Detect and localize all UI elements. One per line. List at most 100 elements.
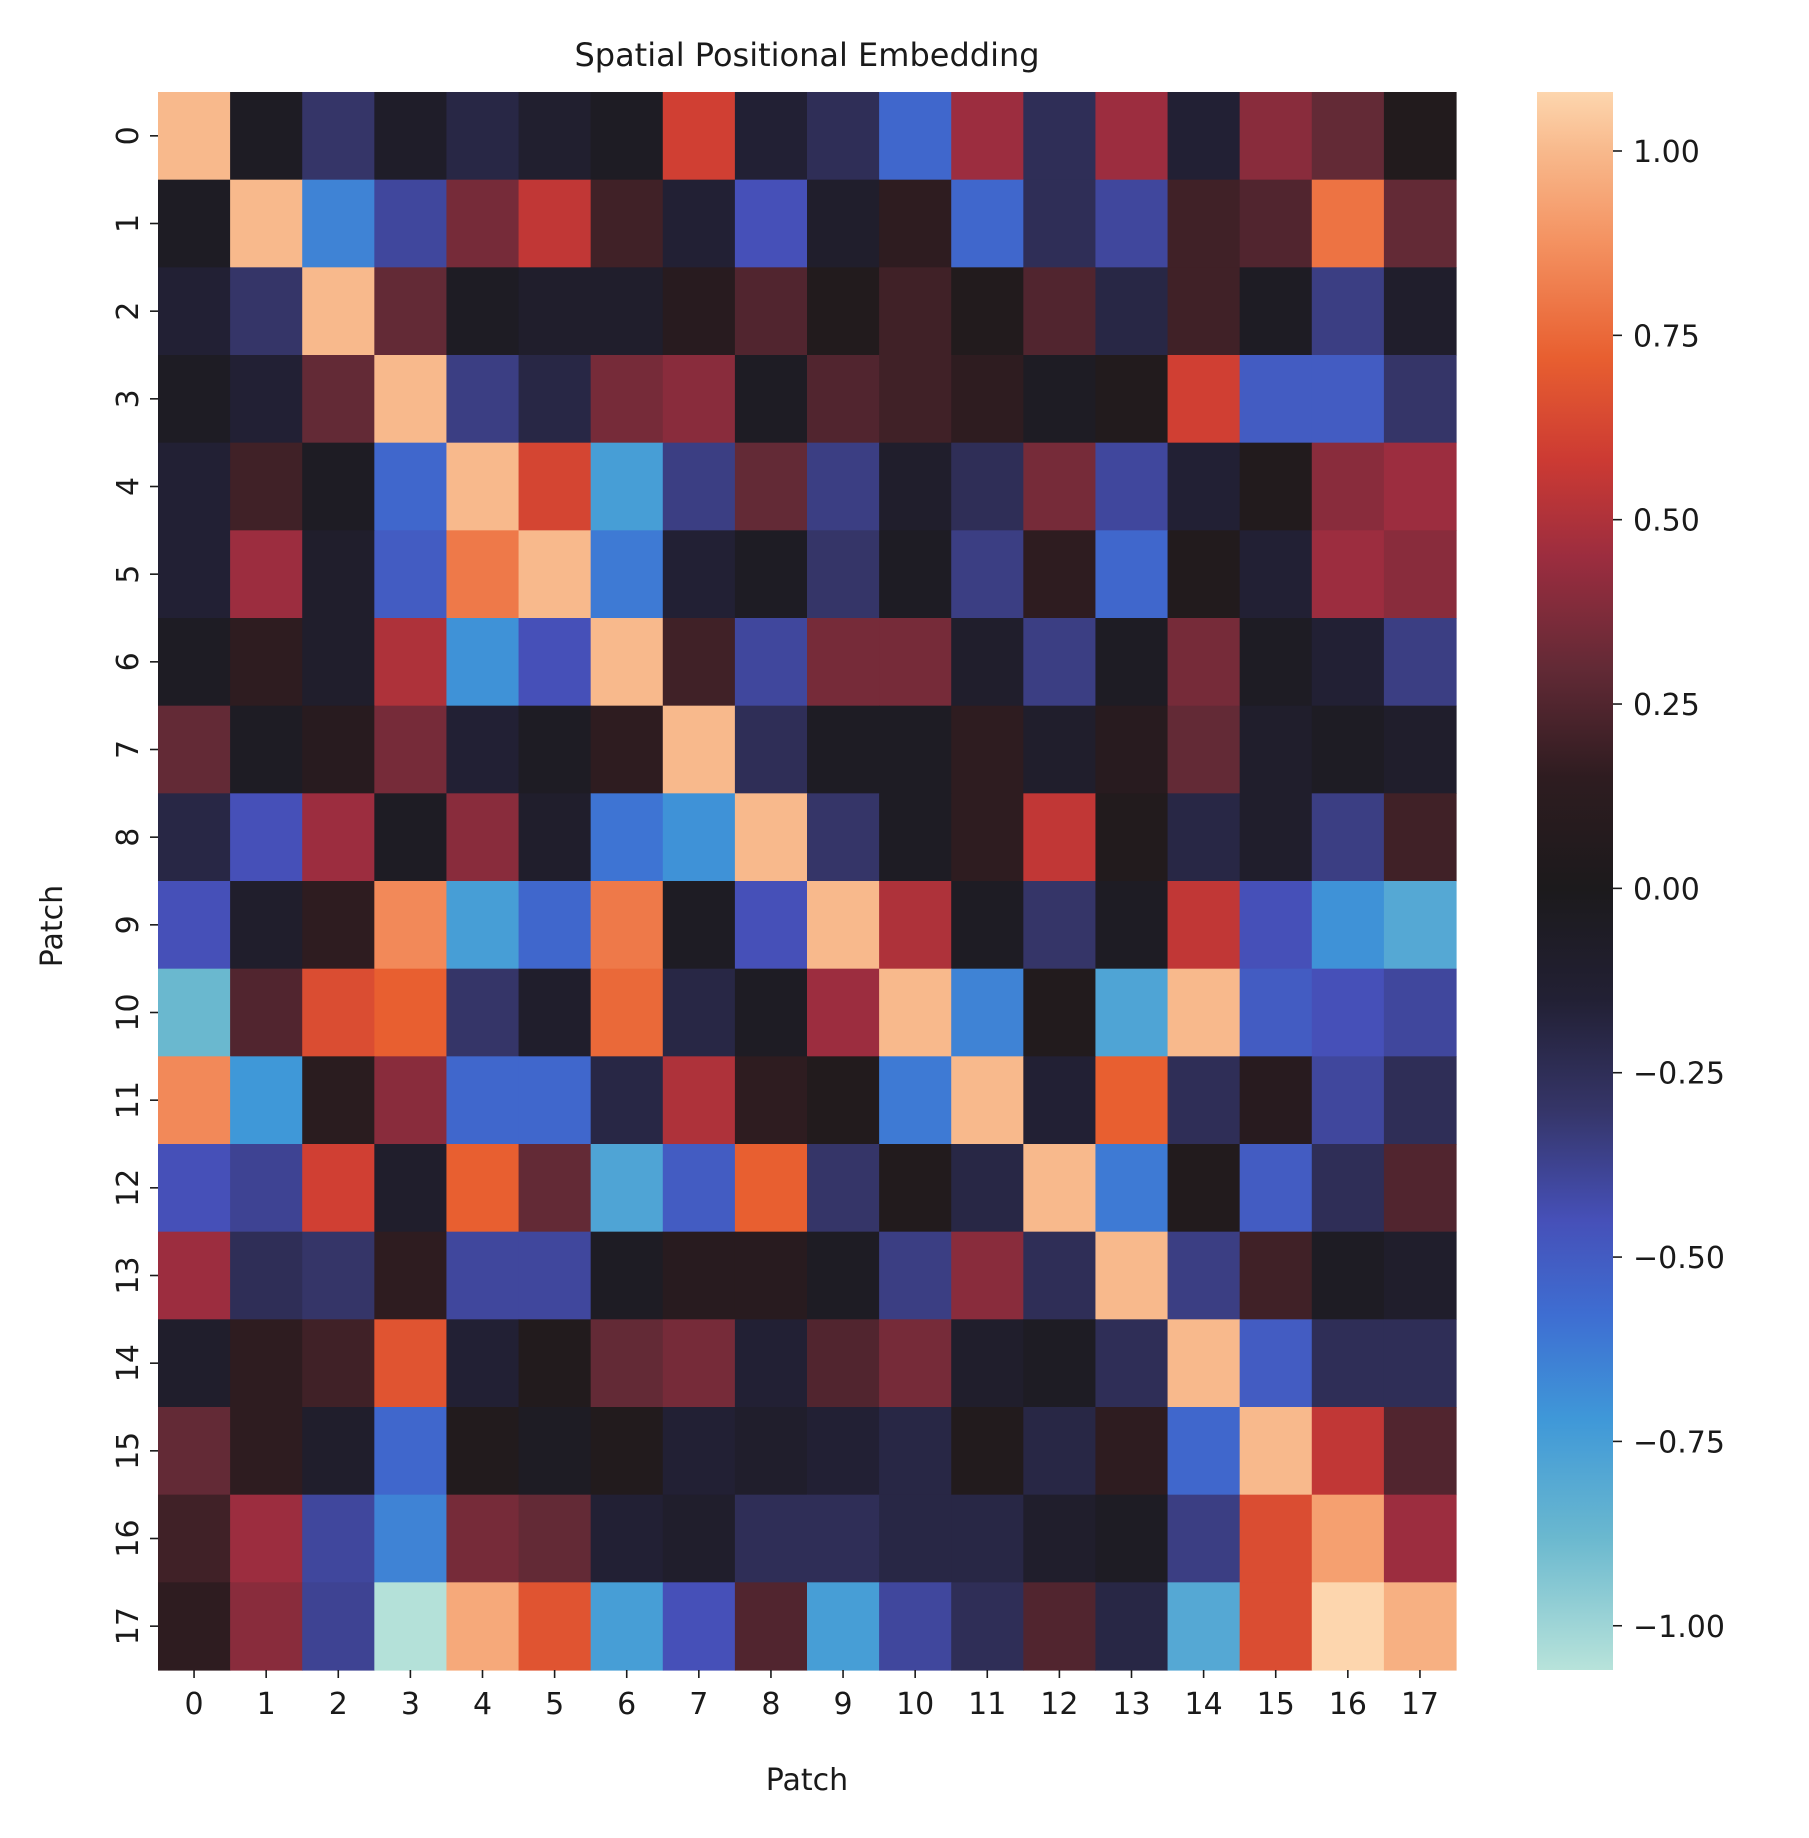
heatmap-cell <box>1311 442 1385 531</box>
heatmap-cell <box>662 793 736 882</box>
heatmap-cell <box>158 442 231 531</box>
heatmap-cell <box>518 705 592 794</box>
heatmap-cell <box>230 1056 303 1145</box>
heatmap-cell <box>734 442 808 531</box>
heatmap-cell <box>662 267 736 356</box>
heatmap-cell <box>1167 1582 1241 1671</box>
heatmap-cell <box>590 793 664 882</box>
heatmap-cell <box>1383 968 1457 1057</box>
heatmap-cell <box>446 1056 520 1145</box>
heatmap-cell <box>1095 1407 1169 1496</box>
heatmap-cell <box>662 1231 736 1320</box>
heatmap-cell <box>590 1407 664 1496</box>
heatmap-cell <box>1239 355 1313 444</box>
heatmap-cell <box>807 1494 880 1583</box>
x-tick-label: 2 <box>329 1687 348 1722</box>
heatmap-cell <box>374 530 448 619</box>
x-tick-label: 7 <box>689 1687 708 1722</box>
heatmap-cell <box>446 705 520 794</box>
heatmap-cell <box>230 793 303 882</box>
heatmap-cell <box>662 1319 736 1408</box>
heatmap-cell <box>446 1319 520 1408</box>
heatmap-cell <box>951 618 1024 707</box>
heatmap-cell <box>1023 442 1097 531</box>
heatmap-cell <box>807 618 880 707</box>
heatmap-cell <box>230 618 303 707</box>
heatmap-cell <box>302 705 375 794</box>
heatmap-cell <box>879 1056 952 1145</box>
y-tick-label: 13 <box>111 1256 146 1294</box>
heatmap-cell <box>1167 530 1241 619</box>
heatmap-cell <box>1095 442 1169 531</box>
heatmap-cell <box>807 1231 880 1320</box>
heatmap-cell <box>734 355 808 444</box>
heatmap-cell <box>879 881 952 970</box>
heatmap-cell <box>302 92 375 181</box>
heatmap-cell <box>1023 355 1097 444</box>
heatmap-cell <box>1383 1144 1457 1233</box>
heatmap-cell <box>158 530 231 619</box>
heatmap-cell <box>1095 705 1169 794</box>
heatmap-cell <box>1167 618 1241 707</box>
heatmap-cell <box>302 968 375 1057</box>
heatmap-cell <box>446 793 520 882</box>
heatmap-cell <box>662 1144 736 1233</box>
heatmap-cell <box>1239 530 1313 619</box>
heatmap-cell <box>230 530 303 619</box>
heatmap-cell <box>302 1231 375 1320</box>
heatmap-cell <box>302 267 375 356</box>
x-tick-label: 14 <box>1185 1687 1223 1722</box>
heatmap-cell <box>1023 1319 1097 1408</box>
heatmap-cell <box>590 881 664 970</box>
heatmap-cell <box>734 267 808 356</box>
heatmap-cell <box>1383 881 1457 970</box>
heatmap-cell <box>662 881 736 970</box>
heatmap-cell <box>158 618 231 707</box>
x-tick-label: 12 <box>1040 1687 1078 1722</box>
x-tick-label: 8 <box>761 1687 780 1722</box>
x-tick-label: 0 <box>185 1687 204 1722</box>
heatmap-cell <box>807 793 880 882</box>
heatmap-cell <box>1095 968 1169 1057</box>
heatmap-cell <box>1167 179 1241 268</box>
heatmap-cell <box>590 618 664 707</box>
heatmap-cell <box>1167 1056 1241 1145</box>
heatmap-cell <box>590 968 664 1057</box>
heatmap-cell <box>951 92 1024 181</box>
heatmap-cell <box>158 1319 231 1408</box>
heatmap-cell <box>734 705 808 794</box>
heatmap-cell <box>1167 355 1241 444</box>
heatmap-cell <box>879 705 952 794</box>
heatmap-cell <box>1239 92 1313 181</box>
x-tick-label: 3 <box>401 1687 420 1722</box>
heatmap-cell <box>1311 793 1385 882</box>
heatmap-cell <box>1239 1231 1313 1320</box>
x-tick-label: 15 <box>1257 1687 1295 1722</box>
heatmap-cell <box>590 442 664 531</box>
heatmap-cell <box>879 179 952 268</box>
heatmap-cell <box>1311 881 1385 970</box>
heatmap-cell <box>1023 1582 1097 1671</box>
heatmap-cell <box>1023 1144 1097 1233</box>
heatmap-cell <box>951 968 1024 1057</box>
heatmap-cell <box>879 618 952 707</box>
heatmap-cell <box>1095 1582 1169 1671</box>
heatmap-cell <box>1167 1407 1241 1496</box>
x-tick-label: 16 <box>1329 1687 1367 1722</box>
heatmap-cell <box>446 530 520 619</box>
colorbar-tick-label: 1.00 <box>1633 135 1700 170</box>
heatmap-cell <box>1383 355 1457 444</box>
heatmap-cell <box>1311 1231 1385 1320</box>
heatmap-cell <box>662 1582 736 1671</box>
heatmap-cell <box>230 1144 303 1233</box>
heatmap-cell <box>807 179 880 268</box>
y-tick-label: 5 <box>111 565 146 584</box>
heatmap-cell <box>951 179 1024 268</box>
heatmap-cell <box>1095 1231 1169 1320</box>
y-tick-label: 15 <box>111 1432 146 1470</box>
heatmap-cell <box>1239 793 1313 882</box>
heatmap-cell <box>1023 1231 1097 1320</box>
heatmap-cell <box>374 442 448 531</box>
heatmap-cell <box>1167 793 1241 882</box>
colorbar-tick-label: 0.25 <box>1633 688 1700 723</box>
